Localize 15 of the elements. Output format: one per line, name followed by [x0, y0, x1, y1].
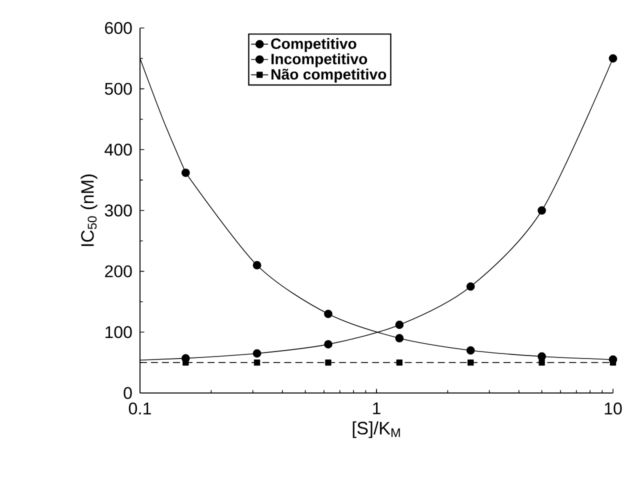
y-tick-label: 0 — [124, 386, 132, 399]
x-tick-label: 1 — [373, 402, 380, 414]
x-tick-label: 10 — [604, 402, 622, 415]
y-tick-label: 600 — [105, 22, 132, 34]
x-axis-title: [S]/K$_{M}$ — [352, 421, 400, 438]
y-tick-label: 400 — [104, 144, 132, 156]
y-tick-label: 500 — [104, 82, 132, 95]
legend-label: Não competitivo — [272, 68, 386, 83]
y-axis-title: IC$_{50}$ (nM) — [80, 174, 98, 246]
x-tick-label: 0.1 — [128, 402, 151, 415]
legend-label: Incompetitivo — [272, 53, 368, 68]
y-tick-label: 100 — [106, 326, 132, 338]
y-tick-label: 200 — [105, 265, 132, 278]
legend-label: Competitivo — [271, 38, 356, 52]
y-tick-label: 300 — [104, 204, 132, 216]
